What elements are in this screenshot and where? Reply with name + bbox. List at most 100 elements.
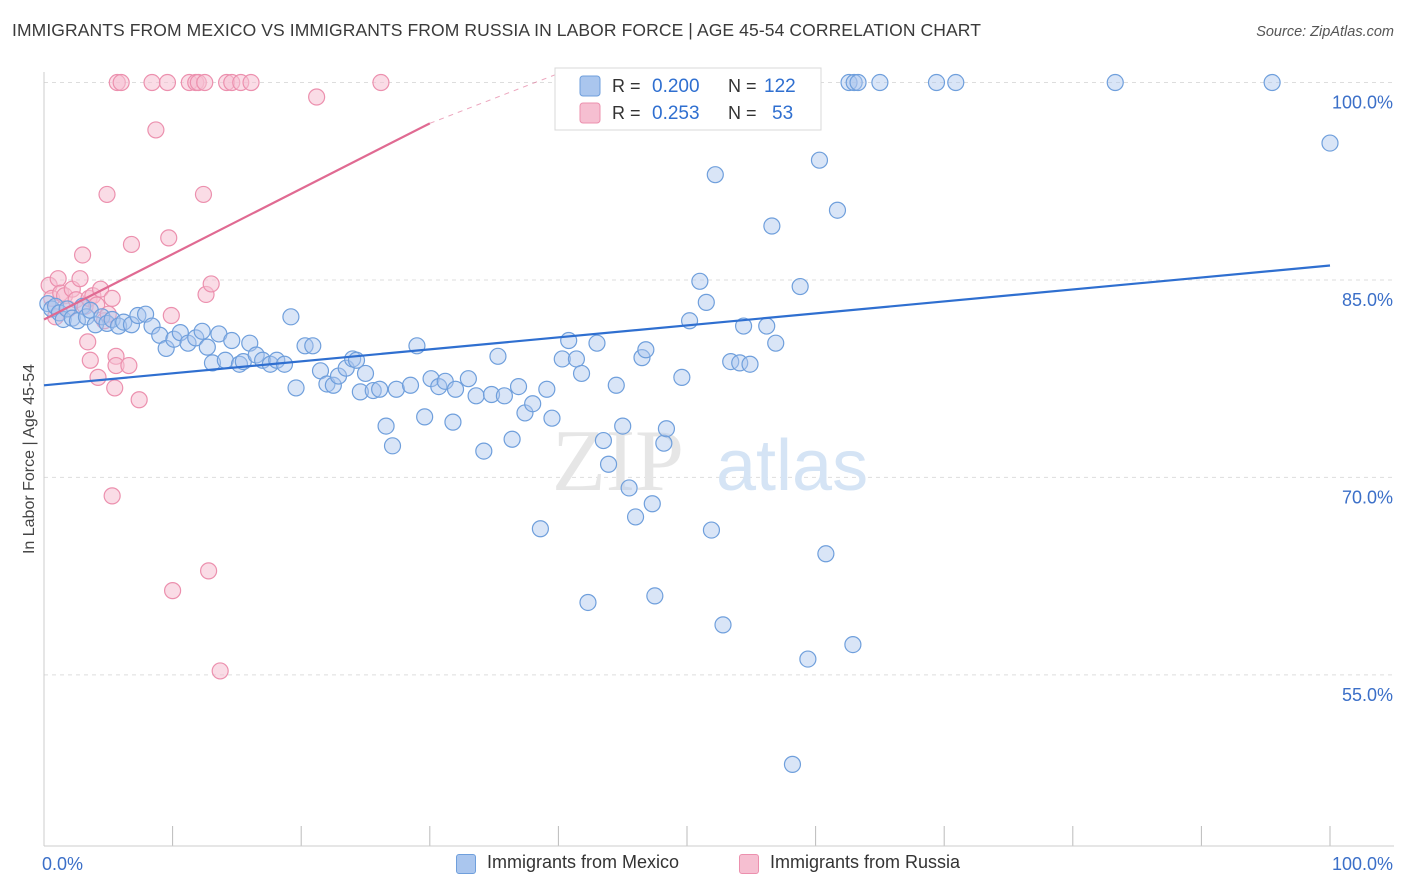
data-point-mexico bbox=[1106, 73, 1124, 92]
data-point-russia bbox=[120, 356, 138, 375]
data-point-mexico bbox=[489, 347, 507, 365]
data-point-mexico bbox=[626, 508, 645, 526]
data-point-mexico bbox=[817, 545, 835, 563]
data-point-russia bbox=[200, 562, 218, 580]
data-point-mexico bbox=[503, 430, 521, 448]
data-point-mexico bbox=[588, 334, 606, 352]
data-point-mexico bbox=[783, 755, 802, 773]
data-point-mexico bbox=[614, 417, 632, 435]
data-point-mexico bbox=[467, 387, 485, 405]
data-point-mexico bbox=[849, 73, 867, 92]
legend-label-mexico[interactable]: Immigrants from Mexico bbox=[487, 852, 680, 872]
data-point-russia bbox=[73, 246, 92, 264]
data-point-mexico bbox=[1321, 134, 1339, 152]
data-point-mexico bbox=[553, 350, 571, 368]
data-point-russia bbox=[242, 73, 260, 92]
data-point-mexico bbox=[475, 442, 493, 460]
data-point-mexico bbox=[840, 73, 858, 92]
data-point-mexico bbox=[567, 350, 586, 368]
data-point-mexico bbox=[646, 587, 664, 605]
legend-swatch-russia[interactable] bbox=[739, 854, 759, 874]
data-point-mexico bbox=[714, 616, 732, 634]
stats-box: R = 0.200 N = 122 R = 0.253 N = 53 bbox=[554, 67, 822, 131]
data-point-russia bbox=[106, 379, 124, 397]
data-point-mexico bbox=[304, 337, 322, 355]
series-mexico bbox=[39, 73, 1339, 773]
data-point-mexico bbox=[791, 277, 809, 296]
stats-mexico-n-value: 122 bbox=[764, 76, 796, 97]
data-point-mexico bbox=[579, 593, 597, 612]
data-point-mexico bbox=[637, 341, 655, 359]
data-point-russia bbox=[143, 73, 161, 92]
data-point-mexico bbox=[495, 387, 513, 405]
data-point-russia bbox=[202, 275, 220, 293]
legend-swatch-mexico[interactable] bbox=[456, 854, 476, 874]
data-point-mexico bbox=[691, 272, 709, 290]
chart-title: IMMIGRANTS FROM MEXICO VS IMMIGRANTS FRO… bbox=[12, 20, 982, 40]
legend-label-russia[interactable]: Immigrants from Russia bbox=[770, 852, 961, 872]
data-point-russia bbox=[160, 229, 178, 247]
data-point-mexico bbox=[810, 151, 829, 169]
data-point-mexico bbox=[351, 383, 369, 401]
stats-russia-r-label: R = bbox=[612, 103, 641, 123]
data-point-mexico bbox=[187, 329, 205, 347]
data-point-mexico bbox=[387, 380, 405, 398]
data-point-mexico bbox=[543, 409, 561, 427]
data-point-russia bbox=[112, 73, 130, 92]
data-point-russia bbox=[89, 368, 107, 386]
data-point-mexico bbox=[356, 364, 375, 383]
data-point-russia bbox=[81, 351, 99, 369]
data-point-mexico bbox=[758, 317, 776, 335]
data-point-mexico bbox=[673, 368, 691, 386]
data-point-mexico bbox=[607, 376, 625, 394]
x-tick-label-max: 100.0% bbox=[1332, 854, 1393, 874]
data-point-mexico bbox=[657, 420, 676, 438]
data-point-russia bbox=[103, 289, 121, 308]
data-point-mexico bbox=[282, 308, 300, 326]
data-point-mexico bbox=[377, 417, 395, 435]
y-tick-label: 85.0% bbox=[1342, 290, 1393, 310]
data-point-mexico bbox=[844, 636, 862, 654]
data-point-mexico bbox=[531, 520, 549, 538]
data-point-russia bbox=[130, 391, 148, 409]
data-point-mexico bbox=[371, 380, 389, 398]
source-label: Source: ZipAtlas.com bbox=[1256, 24, 1394, 40]
data-point-mexico bbox=[509, 378, 528, 396]
y-tick-label: 55.0% bbox=[1342, 685, 1393, 705]
data-point-mexico bbox=[697, 293, 715, 311]
data-point-russia bbox=[308, 88, 326, 106]
trend-line-russia bbox=[43, 122, 431, 321]
stats-swatch-mexico bbox=[579, 75, 601, 97]
data-point-russia bbox=[122, 235, 141, 254]
stats-swatch-russia bbox=[579, 102, 601, 124]
data-point-mexico bbox=[165, 330, 183, 348]
data-point-mexico bbox=[459, 370, 477, 388]
data-point-russia bbox=[98, 185, 116, 204]
stats-mexico-r-value: 0.200 bbox=[652, 76, 700, 97]
data-point-russia bbox=[162, 306, 180, 325]
data-point-mexico bbox=[193, 322, 211, 340]
data-point-mexico bbox=[828, 201, 847, 219]
data-point-russia bbox=[164, 582, 182, 600]
data-point-mexico bbox=[734, 317, 753, 335]
tick-labels: 55.0% 70.0% 85.0% 100.0% 0.0% 100.0% bbox=[42, 93, 1393, 874]
stats-russia-n-label: N = bbox=[728, 103, 757, 123]
trend-line-mexico bbox=[43, 264, 1331, 387]
data-point-mexico bbox=[122, 316, 141, 334]
data-point-mexico bbox=[633, 349, 651, 367]
data-point-mexico bbox=[799, 650, 817, 668]
data-point-mexico bbox=[482, 385, 501, 404]
data-point-russia bbox=[194, 185, 213, 204]
y-tick-label: 70.0% bbox=[1342, 487, 1393, 507]
data-point-russia bbox=[196, 73, 214, 92]
x-tick-label-min: 0.0% bbox=[42, 854, 83, 874]
axes bbox=[43, 72, 1394, 847]
data-point-mexico bbox=[364, 381, 382, 400]
data-point-russia bbox=[147, 121, 165, 139]
trend-line-russia-extrapolated bbox=[429, 71, 563, 124]
watermark-zip: ZIP bbox=[552, 413, 684, 510]
data-point-mexico bbox=[845, 73, 863, 92]
data-point-mexico bbox=[722, 352, 740, 371]
data-point-mexico bbox=[54, 310, 72, 329]
